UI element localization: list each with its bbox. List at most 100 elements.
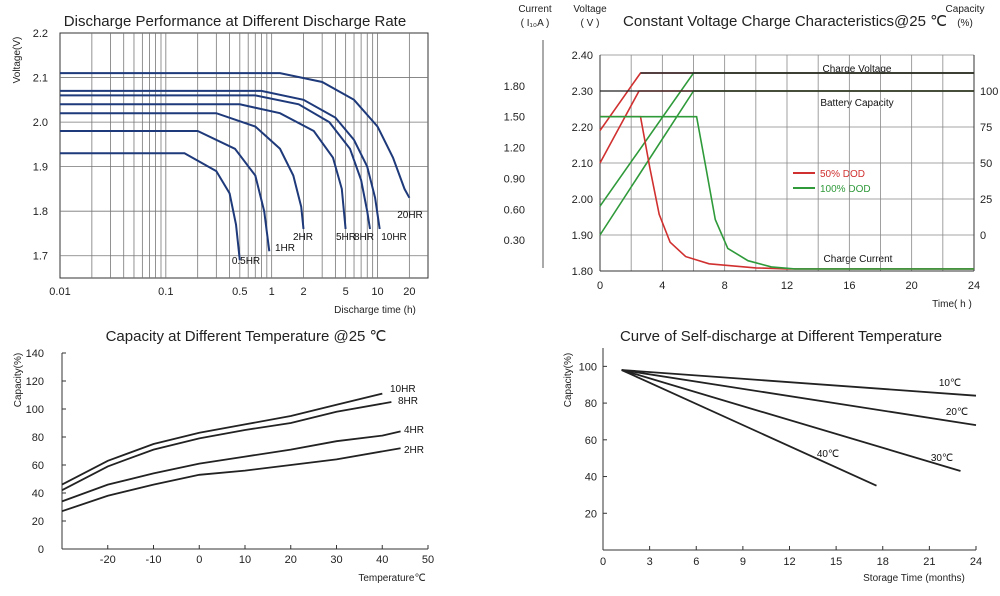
discharge-label-5hr: 5HR <box>336 232 356 243</box>
charge-voltage-tick: 1.90 <box>572 230 593 242</box>
temperature-x-tick: 10 <box>239 554 251 566</box>
charge-current-tick: 1.80 <box>504 81 525 93</box>
discharge-ylabel: Voltage(V) <box>12 37 23 84</box>
self-discharge-x-tick: 3 <box>647 556 653 568</box>
charge-series-current-50-dod <box>600 115 974 270</box>
temperature-x-tick: -20 <box>100 554 116 566</box>
temperature-ylabel: Capacity(%) <box>13 353 24 407</box>
discharge-title: Discharge Performance at Different Disch… <box>64 13 406 30</box>
self-discharge-label-40: 40℃ <box>817 449 839 460</box>
temperature-series-4hr <box>61 430 401 503</box>
self-discharge-x-tick: 15 <box>830 556 842 568</box>
voltage-label-line1: Voltage <box>573 4 607 15</box>
discharge-x-tick: 0.5 <box>232 286 247 298</box>
self-discharge-series-30 <box>621 369 961 472</box>
temperature-y-tick: 120 <box>26 376 44 388</box>
temperature-label-2hr: 2HR <box>404 445 424 456</box>
self-discharge-x-tick: 12 <box>783 556 795 568</box>
discharge-y-tick: 2.2 <box>33 28 48 40</box>
charge-capacity-tick: 0 <box>980 230 986 242</box>
discharge-series-0-5hr <box>60 152 241 261</box>
self-discharge-label-20: 20℃ <box>946 407 968 418</box>
temperature-series-2hr <box>61 447 401 513</box>
charge-x-tick: 16 <box>843 280 855 292</box>
temperature-x-tick: 0 <box>196 554 202 566</box>
self-discharge-title: Curve of Self-discharge at Different Tem… <box>620 328 942 345</box>
charge-voltage-tick: 1.80 <box>572 266 593 278</box>
discharge-plot-frame <box>59 32 429 279</box>
temperature-y-tick: 80 <box>32 432 44 444</box>
discharge-xlabel: Discharge time (h) <box>334 305 416 316</box>
self-discharge-x-tick: 21 <box>923 556 935 568</box>
battery-capacity-annotation: Battery Capacity <box>820 98 893 109</box>
self-discharge-label-10: 10℃ <box>939 378 961 389</box>
discharge-label-20hr: 20HR <box>397 210 423 221</box>
charge-title: Constant Voltage Charge Characteristics@… <box>623 13 947 30</box>
charge-x-tick: 24 <box>968 280 980 292</box>
charge-xlabel: Time( h ) <box>932 299 972 310</box>
discharge-label-0-5hr: 0.5HR <box>232 256 260 267</box>
temperature-label-10hr: 10HR <box>390 384 416 395</box>
self-discharge-series-40 <box>621 369 877 487</box>
charge-capacity-tick: 75 <box>980 122 992 134</box>
temperature-y-tick: 60 <box>32 460 44 472</box>
self-discharge-chart: Curve of Self-discharge at Different Tem… <box>563 328 982 584</box>
self-discharge-series-10 <box>621 369 977 397</box>
discharge-x-tick: 0.1 <box>158 286 173 298</box>
charge-current-tick: 1.20 <box>504 143 525 155</box>
charge-voltage-tick: 2.40 <box>572 50 593 62</box>
temperature-x-tick: -10 <box>146 554 162 566</box>
charge-current-tick: 1.50 <box>504 112 525 124</box>
discharge-y-tick: 1.8 <box>33 206 48 218</box>
discharge-chart: Discharge Performance at Different Disch… <box>12 13 429 316</box>
discharge-series-8hr <box>60 94 371 230</box>
self-discharge-y-tick: 20 <box>585 508 597 520</box>
temperature-y-tick: 20 <box>32 516 44 528</box>
temperature-series-8hr <box>61 401 392 491</box>
self-discharge-label-30: 30℃ <box>931 453 953 464</box>
charge-voltage-tick: 2.20 <box>572 122 593 134</box>
charge-x-tick: 0 <box>597 280 603 292</box>
temperature-y-tick: 0 <box>38 544 44 556</box>
charge-voltage-annotation: Charge Voltage <box>823 64 892 75</box>
charge-chart: Constant Voltage Charge Characteristics@… <box>504 4 999 310</box>
temperature-x-tick: 50 <box>422 554 434 566</box>
discharge-x-tick: 0.01 <box>49 286 70 298</box>
charge-voltage-tick: 2.10 <box>572 158 593 170</box>
discharge-x-tick: 5 <box>343 286 349 298</box>
discharge-y-tick: 2.1 <box>33 73 48 85</box>
discharge-series-20hr <box>60 72 411 199</box>
temperature-x-tick: 30 <box>330 554 342 566</box>
self-discharge-ylabel: Capacity(%) <box>563 353 574 407</box>
discharge-series-5hr <box>60 103 347 230</box>
discharge-label-8hr: 8HR <box>354 232 374 243</box>
legend-label-100dod: 100% DOD <box>820 184 871 195</box>
charge-x-tick: 8 <box>722 280 728 292</box>
temperature-y-tick: 140 <box>26 348 44 360</box>
charge-series-current-100-dod <box>600 115 974 270</box>
self-discharge-x-tick: 6 <box>693 556 699 568</box>
temperature-xlabel: Temperature℃ <box>358 573 425 584</box>
charge-voltage-tick: 2.30 <box>572 86 593 98</box>
temperature-x-tick: 20 <box>285 554 297 566</box>
discharge-y-tick: 2.0 <box>33 117 48 129</box>
temperature-x-tick: 40 <box>376 554 388 566</box>
discharge-x-tick: 10 <box>371 286 383 298</box>
self-discharge-x-tick: 24 <box>970 556 982 568</box>
temperature-label-4hr: 4HR <box>404 425 424 436</box>
temperature-label-8hr: 8HR <box>398 396 418 407</box>
temperature-capacity-chart: Capacity at Different Temperature @25 ℃ … <box>13 328 434 584</box>
charge-x-tick: 4 <box>659 280 665 292</box>
temperature-series-10hr <box>61 392 383 486</box>
charge-current-tick: 0.60 <box>504 204 525 216</box>
temperature-y-tick: 40 <box>32 488 44 500</box>
self-discharge-x-tick: 18 <box>877 556 889 568</box>
discharge-series-10hr <box>60 89 381 230</box>
charge-current-tick: 0.90 <box>504 173 525 185</box>
capacity-label-line1: Capacity <box>946 4 985 15</box>
legend-label-50dod: 50% DOD <box>820 169 865 180</box>
capacity-label-line2: (%) <box>957 18 973 29</box>
discharge-x-tick: 20 <box>403 286 415 298</box>
self-discharge-xlabel: Storage Time (months) <box>863 573 965 584</box>
self-discharge-series-20 <box>621 369 977 426</box>
